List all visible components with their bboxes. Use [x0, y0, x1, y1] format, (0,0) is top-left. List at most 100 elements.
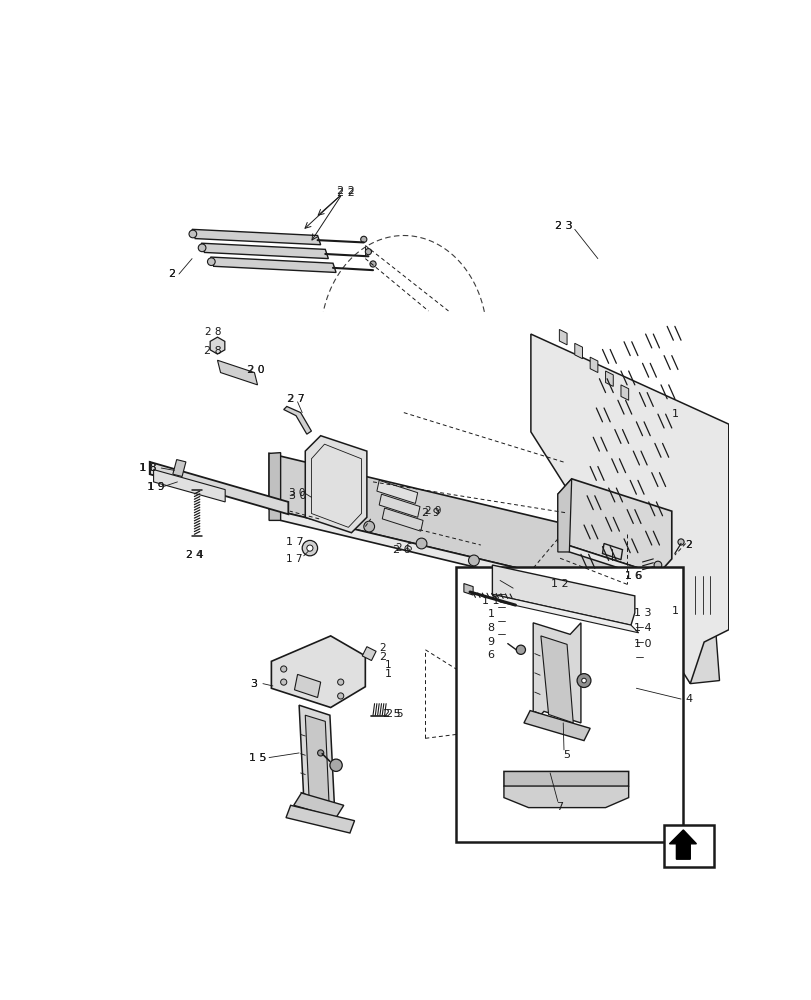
- Polygon shape: [605, 371, 612, 386]
- Polygon shape: [285, 805, 354, 833]
- Text: 1 5: 1 5: [248, 753, 266, 763]
- Text: 8: 8: [487, 623, 494, 633]
- Text: 2: 2: [684, 540, 692, 550]
- Polygon shape: [379, 494, 419, 517]
- Polygon shape: [540, 636, 573, 723]
- Text: 1 7: 1 7: [286, 554, 303, 564]
- Text: 1 8: 1 8: [139, 463, 157, 473]
- Circle shape: [189, 230, 196, 238]
- Circle shape: [329, 759, 341, 771]
- Text: 1: 1: [671, 409, 677, 419]
- Text: 5: 5: [563, 750, 570, 760]
- Polygon shape: [491, 565, 634, 625]
- Text: 2 2: 2 2: [337, 188, 354, 198]
- Text: 2 8: 2 8: [205, 327, 221, 337]
- Circle shape: [337, 679, 343, 685]
- Polygon shape: [574, 343, 581, 359]
- Polygon shape: [523, 711, 590, 741]
- Bar: [663, 825, 713, 867]
- Polygon shape: [298, 705, 334, 808]
- Polygon shape: [271, 636, 365, 708]
- Text: 2 3: 2 3: [555, 221, 572, 231]
- Polygon shape: [668, 830, 696, 859]
- Text: 2: 2: [378, 652, 385, 662]
- Text: 2 6: 2 6: [393, 545, 410, 555]
- Circle shape: [677, 539, 684, 545]
- Polygon shape: [559, 329, 566, 345]
- Polygon shape: [201, 243, 328, 259]
- Polygon shape: [504, 771, 628, 798]
- Polygon shape: [557, 479, 671, 574]
- Text: 1: 1: [384, 669, 392, 679]
- Text: 2: 2: [379, 643, 385, 653]
- Text: 2 7: 2 7: [287, 394, 304, 404]
- Text: 2 9: 2 9: [424, 506, 441, 516]
- Text: 2 5: 2 5: [385, 709, 403, 719]
- Text: 2 5: 2 5: [383, 709, 401, 719]
- Polygon shape: [283, 406, 311, 434]
- Polygon shape: [294, 793, 343, 818]
- Text: 1: 1: [487, 609, 494, 619]
- Circle shape: [370, 261, 375, 267]
- Circle shape: [302, 540, 317, 556]
- Polygon shape: [376, 480, 417, 503]
- Text: 2 7: 2 7: [287, 394, 304, 404]
- Circle shape: [416, 538, 427, 549]
- Text: 1 1: 1 1: [482, 596, 499, 606]
- Text: 3: 3: [250, 679, 257, 689]
- Polygon shape: [491, 594, 638, 633]
- Text: 1 9: 1 9: [147, 482, 165, 492]
- Text: 1 4: 1 4: [633, 623, 650, 633]
- Circle shape: [577, 674, 590, 687]
- Circle shape: [281, 666, 286, 672]
- Text: 9: 9: [487, 637, 494, 647]
- Circle shape: [363, 521, 374, 532]
- Polygon shape: [173, 460, 186, 477]
- Circle shape: [307, 545, 312, 551]
- Text: 1 7: 1 7: [285, 537, 303, 547]
- Polygon shape: [268, 453, 679, 607]
- Text: 2 4: 2 4: [186, 550, 203, 560]
- Polygon shape: [268, 453, 281, 520]
- Circle shape: [581, 678, 586, 683]
- Polygon shape: [679, 607, 719, 684]
- Text: 2: 2: [168, 269, 174, 279]
- Text: 2 8: 2 8: [204, 346, 221, 356]
- Polygon shape: [620, 385, 628, 400]
- Text: 3 0: 3 0: [289, 488, 306, 498]
- Text: 7: 7: [555, 802, 562, 812]
- Circle shape: [468, 555, 478, 566]
- Polygon shape: [463, 584, 473, 595]
- Circle shape: [281, 679, 286, 685]
- Polygon shape: [530, 334, 728, 684]
- Text: 1: 1: [671, 606, 677, 616]
- Circle shape: [573, 589, 583, 600]
- Circle shape: [624, 606, 636, 617]
- Polygon shape: [590, 357, 597, 373]
- Polygon shape: [153, 470, 225, 502]
- Text: 2 3: 2 3: [555, 221, 572, 231]
- Polygon shape: [192, 229, 320, 245]
- Circle shape: [516, 645, 525, 654]
- Circle shape: [208, 258, 215, 266]
- Text: 2 0: 2 0: [247, 365, 264, 375]
- Polygon shape: [217, 360, 257, 385]
- Polygon shape: [362, 647, 375, 661]
- Polygon shape: [557, 479, 571, 552]
- Circle shape: [198, 244, 206, 252]
- Polygon shape: [679, 551, 714, 630]
- Text: 6: 6: [487, 650, 494, 660]
- Polygon shape: [305, 436, 367, 533]
- Text: 3 0: 3 0: [289, 491, 306, 501]
- Text: 2 4: 2 4: [185, 550, 203, 560]
- Text: 2 6: 2 6: [395, 543, 411, 553]
- Polygon shape: [504, 786, 628, 808]
- Circle shape: [365, 249, 371, 255]
- Text: 1 9: 1 9: [148, 482, 164, 492]
- Text: 3: 3: [250, 679, 257, 689]
- Text: 1 8: 1 8: [139, 463, 157, 473]
- Text: 1: 1: [384, 660, 391, 670]
- Polygon shape: [268, 509, 689, 619]
- Text: 1 5: 1 5: [248, 753, 266, 763]
- Text: 1 3: 1 3: [633, 608, 650, 618]
